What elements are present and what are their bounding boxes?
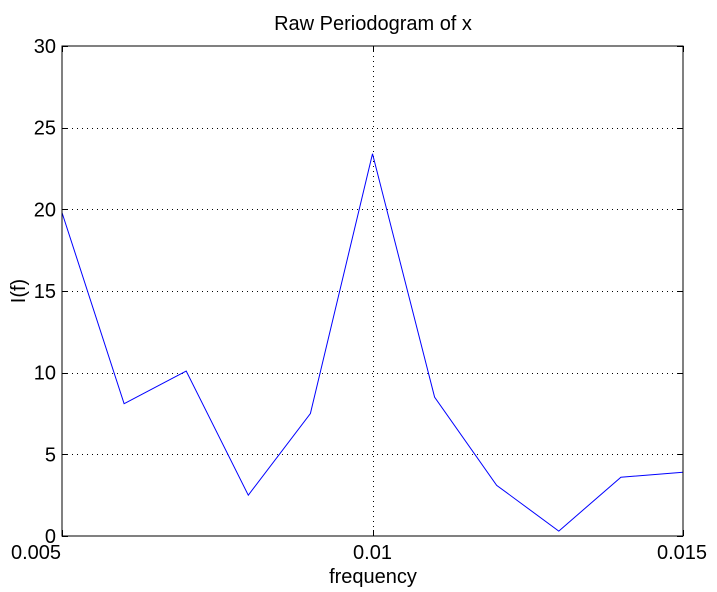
grid-layer — [62, 46, 683, 536]
series-layer — [61, 153, 684, 532]
y-tick-label: 20 — [34, 199, 56, 221]
y-axis-label: I(f) — [8, 279, 30, 303]
series-line — [61, 153, 684, 532]
x-tick-label: 0.01 — [353, 542, 392, 564]
tick-layer — [62, 46, 684, 537]
y-tick-label: 0 — [45, 526, 56, 548]
y-tick-label: 5 — [45, 444, 56, 466]
y-tick-label: 10 — [34, 363, 56, 385]
y-tick-labels: 0 5 10 15 20 25 30 — [34, 36, 56, 548]
x-tick-label: 0.015 — [657, 542, 707, 564]
y-tick-label: 25 — [34, 118, 56, 140]
x-tick-label: 0.005 — [11, 542, 61, 564]
chart-title: Raw Periodogram of x — [274, 13, 472, 35]
x-axis-label: frequency — [329, 566, 417, 588]
y-tick-label: 30 — [34, 36, 56, 58]
x-tick-labels: 0.005 0.01 0.015 — [11, 542, 707, 564]
y-tick-label: 15 — [34, 281, 56, 303]
